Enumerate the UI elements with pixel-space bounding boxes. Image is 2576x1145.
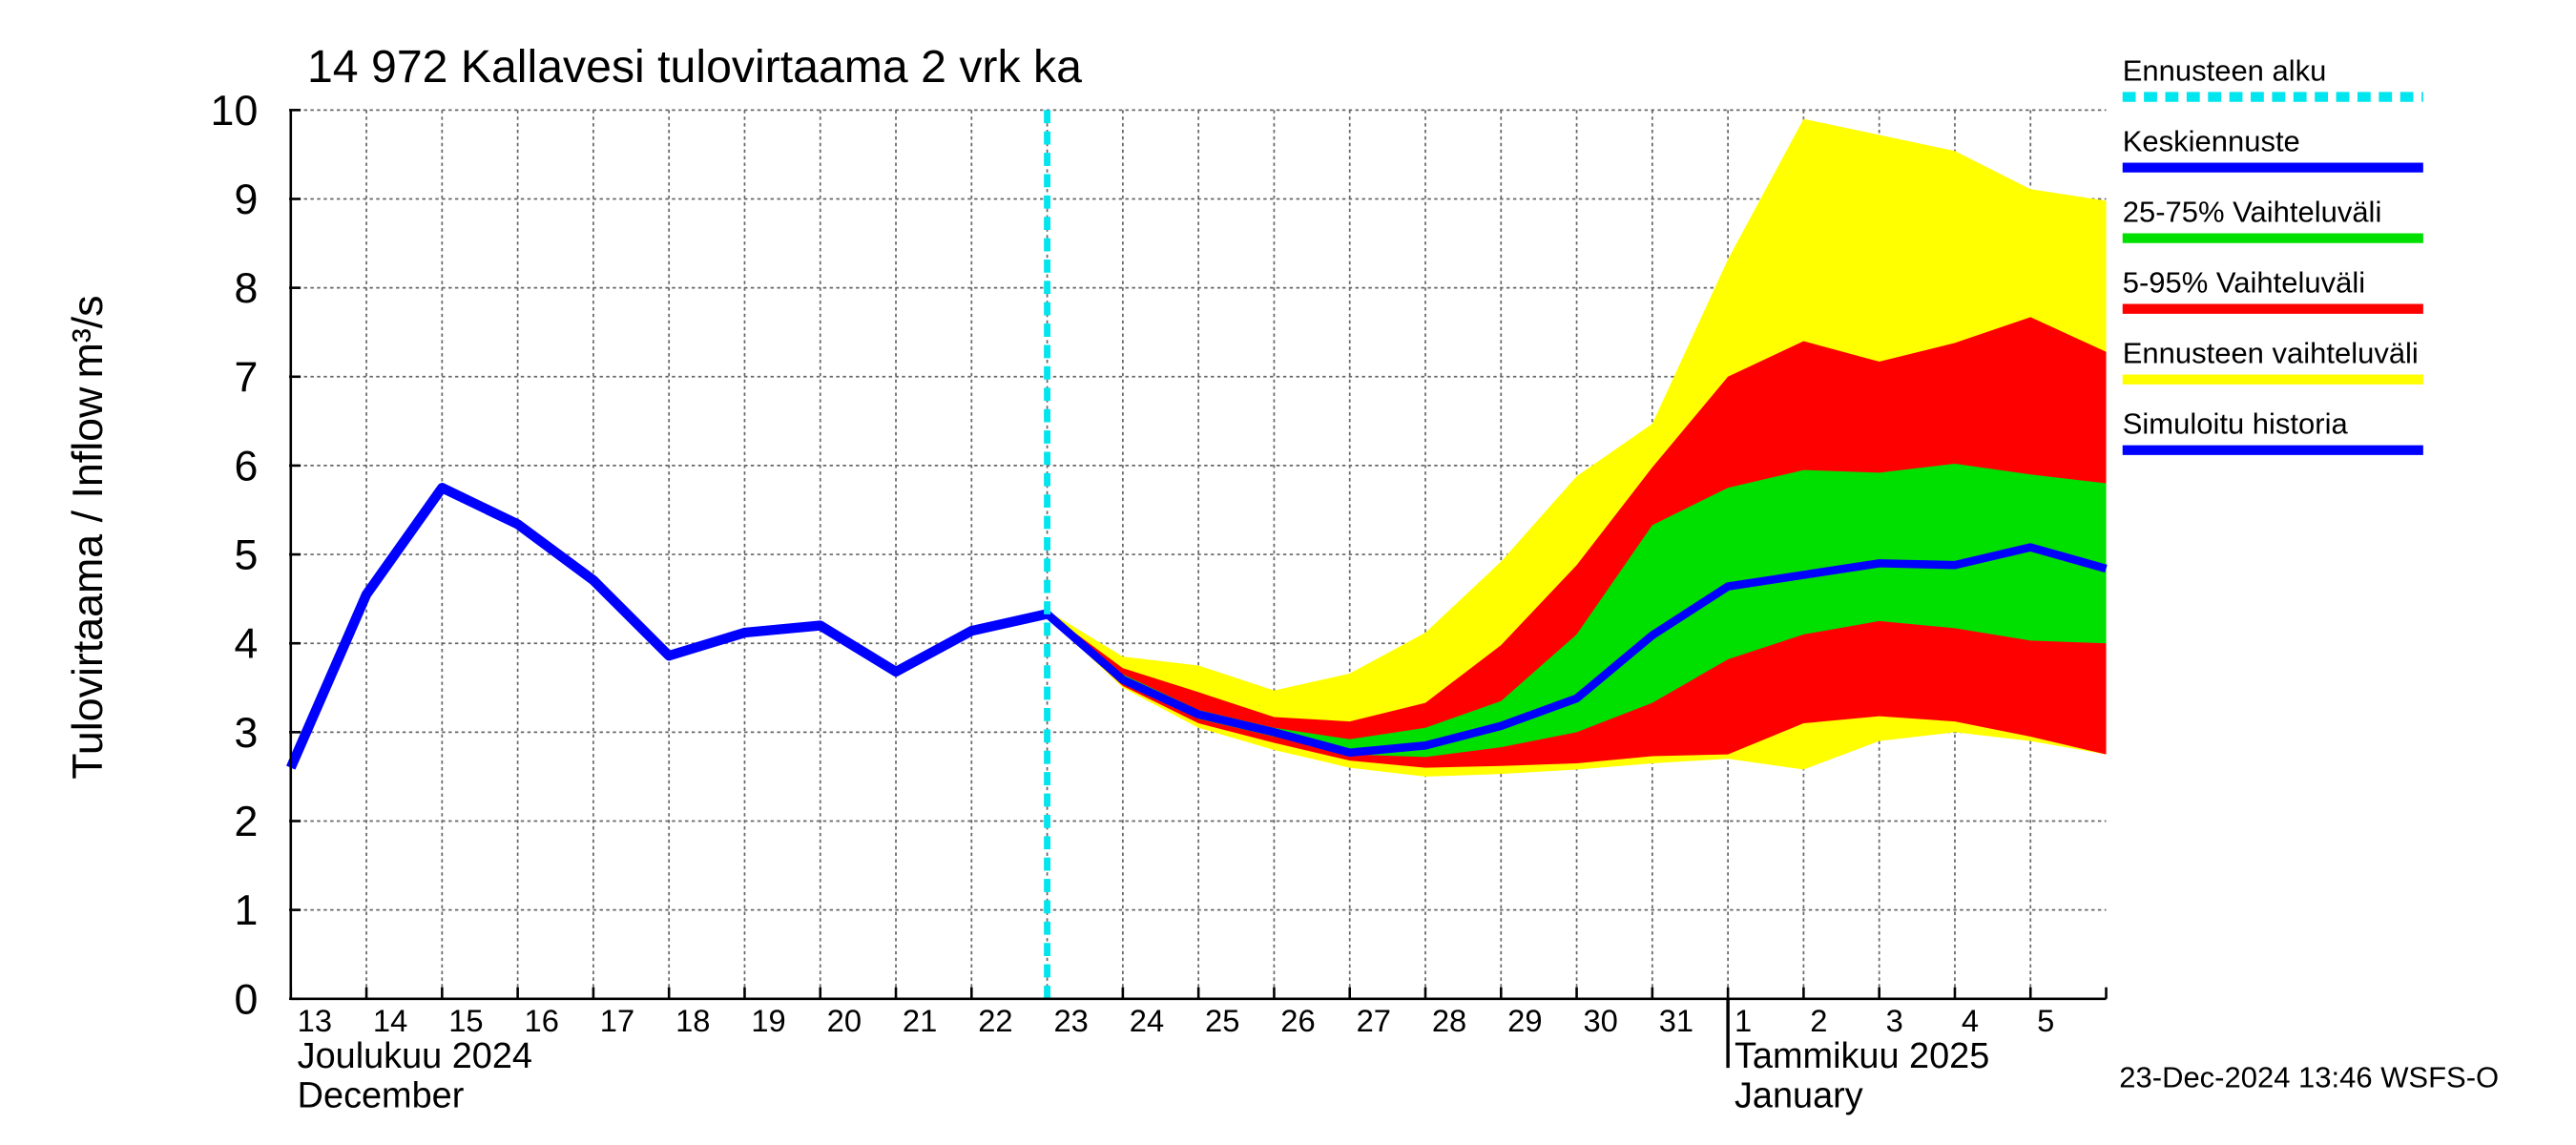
x-tick-label: 3 (1886, 1003, 1903, 1038)
series-line (1044, 543, 2108, 758)
band (1047, 464, 2107, 758)
chart-title: 14 972 Kallavesi tulovirtaama 2 vrk ka (307, 41, 1082, 93)
y-axis-unit: m³/s (64, 295, 112, 378)
month-label: Joulukuu 2024 (298, 1036, 532, 1076)
x-tick-label: 16 (525, 1003, 559, 1038)
x-tick-label: 22 (978, 1003, 1012, 1038)
y-tick-label: 5 (234, 531, 258, 579)
x-tick-label: 31 (1659, 1003, 1693, 1038)
x-tick-label: 2 (1810, 1003, 1827, 1038)
x-tick-label: 23 (1053, 1003, 1088, 1038)
month-label: Tammikuu 2025 (1735, 1036, 1989, 1076)
x-tick-label: 4 (1962, 1003, 1979, 1038)
band (1047, 317, 2107, 768)
x-tick-label: 21 (903, 1003, 937, 1038)
x-tick-label: 17 (600, 1003, 634, 1038)
y-tick-label: 1 (234, 886, 258, 934)
x-tick-label: 13 (298, 1003, 332, 1038)
x-tick-label: 20 (827, 1003, 862, 1038)
y-tick-label: 9 (234, 176, 258, 223)
legend-label: Ennusteen vaihteluväli (2123, 336, 2419, 369)
x-tick-label: 27 (1357, 1003, 1391, 1038)
x-tick-label: 26 (1280, 1003, 1315, 1038)
month-label: January (1735, 1075, 1863, 1115)
x-tick-label: 18 (675, 1003, 710, 1038)
y-tick-label: 0 (234, 975, 258, 1023)
legend-label: Ennusteen alku (2123, 53, 2327, 87)
legend-label: Keskiennuste (2123, 124, 2300, 157)
x-tick-label: 5 (2037, 1003, 2054, 1038)
month-label: December (298, 1075, 465, 1115)
y-tick-label: 7 (234, 353, 258, 401)
y-axis-label: Tulovirtaama / Inflow (64, 386, 112, 780)
y-tick-label: 8 (234, 264, 258, 312)
x-tick-label: 28 (1432, 1003, 1466, 1038)
x-tick-label: 1 (1735, 1003, 1752, 1038)
x-tick-label: 24 (1130, 1003, 1164, 1038)
footer: 23-Dec-2024 13:46 WSFS-O (2119, 1061, 2499, 1094)
y-tick-label: 2 (234, 798, 258, 845)
legend-label: 25-75% Vaihteluväli (2123, 195, 2382, 228)
series-line (286, 483, 1049, 770)
x-tick-label: 19 (751, 1003, 785, 1038)
x-tick-label: 14 (373, 1003, 407, 1038)
x-tick-label: 25 (1205, 1003, 1239, 1038)
x-tick-label: 29 (1507, 1003, 1542, 1038)
y-tick-label: 6 (234, 442, 258, 489)
x-tick-label: 30 (1583, 1003, 1617, 1038)
legend-label: 5-95% Vaihteluväli (2123, 265, 2365, 299)
y-tick-label: 4 (234, 620, 258, 668)
y-tick-label: 10 (211, 87, 259, 135)
x-tick-label: 15 (448, 1003, 483, 1038)
y-tick-label: 3 (234, 709, 258, 757)
legend-label: Simuloitu historia (2123, 407, 2349, 441)
